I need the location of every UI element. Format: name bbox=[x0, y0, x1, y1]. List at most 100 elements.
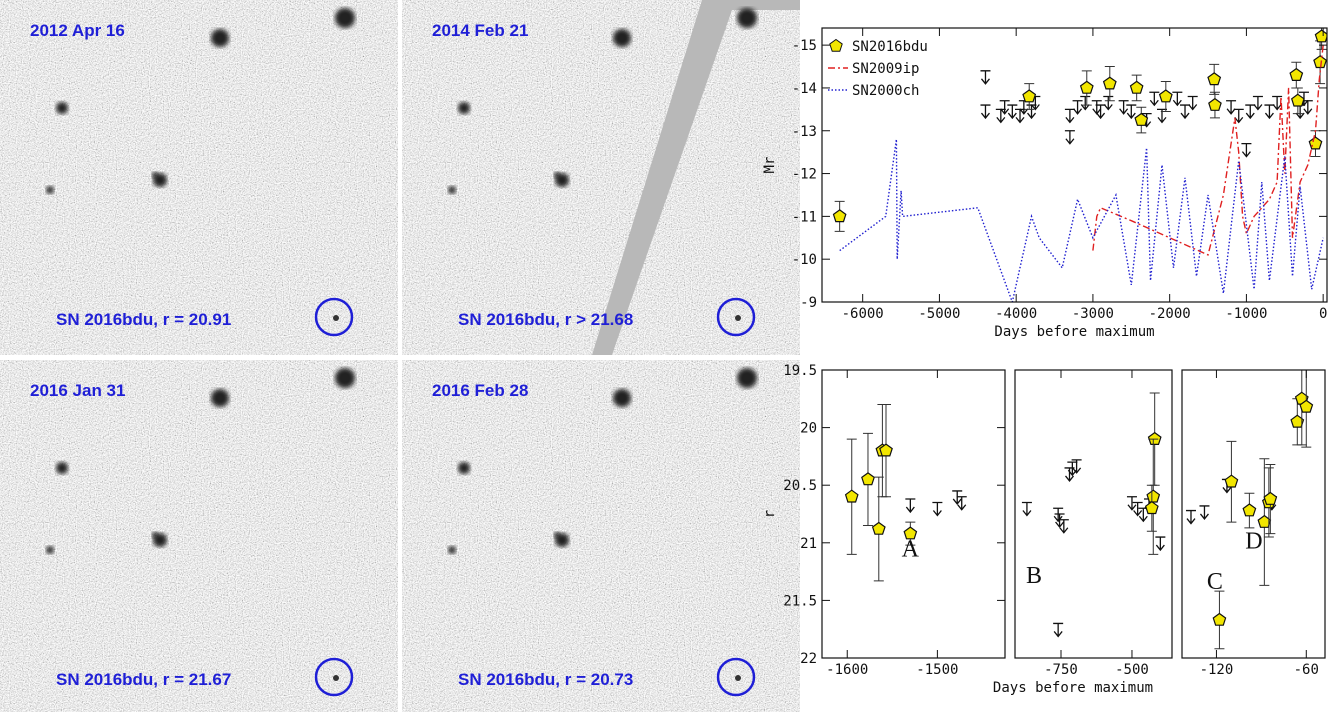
data-point bbox=[1308, 136, 1323, 150]
star bbox=[56, 102, 68, 114]
y-axis-label: r bbox=[762, 510, 778, 518]
upper-limit bbox=[1180, 104, 1191, 120]
data-point bbox=[1242, 503, 1257, 517]
legend-label: SN2009ip bbox=[852, 61, 919, 77]
star bbox=[554, 532, 560, 538]
data-point bbox=[1289, 67, 1304, 82]
legend-label: SN2000ch bbox=[852, 83, 919, 99]
data-point bbox=[1146, 489, 1161, 503]
legend-bg bbox=[850, 37, 930, 55]
star bbox=[737, 8, 757, 28]
upper-limit bbox=[999, 100, 1010, 115]
image-panel: 2014 Feb 21 SN 2016bdu, r > 21.68 bbox=[402, 0, 800, 355]
upper-limit bbox=[1226, 100, 1237, 115]
target-marker bbox=[716, 297, 756, 337]
panel-annotation: B bbox=[1026, 563, 1042, 589]
data-point bbox=[1224, 474, 1239, 488]
data-point bbox=[1144, 500, 1159, 515]
upper-limit bbox=[1295, 104, 1306, 120]
upper-limit bbox=[905, 498, 916, 514]
x-tick-label: -3000 bbox=[1072, 306, 1114, 322]
image-date: 2016 Jan 31 bbox=[30, 381, 125, 400]
noise-background bbox=[0, 360, 398, 712]
frame bbox=[1181, 369, 1326, 659]
star bbox=[458, 462, 470, 474]
image-panel: 2012 Apr 16 SN 2016bdu, r = 20.91 bbox=[0, 0, 398, 355]
image-date: 2012 Apr 16 bbox=[30, 21, 125, 40]
y-tick-label: 19.5 bbox=[783, 363, 817, 379]
x-tick-label: -120 bbox=[1200, 662, 1234, 678]
noise-background bbox=[402, 0, 800, 355]
upper-limit bbox=[1054, 513, 1065, 529]
image-date: 2014 Feb 21 bbox=[432, 21, 528, 40]
star bbox=[46, 546, 54, 554]
y-tick-label: -10 bbox=[792, 252, 817, 268]
image-panel: 2016 Jan 31 SN 2016bdu, r = 21.67 bbox=[0, 360, 398, 712]
upper-limit bbox=[1103, 95, 1114, 111]
star bbox=[335, 368, 355, 388]
y-tick-label: -9 bbox=[800, 295, 817, 311]
plot-area bbox=[1185, 370, 1314, 650]
star bbox=[448, 186, 456, 194]
data-point bbox=[1022, 89, 1037, 103]
data-point bbox=[1147, 431, 1162, 445]
y-tick-label: 20.5 bbox=[783, 478, 817, 494]
upper-limit bbox=[1007, 104, 1018, 120]
panel-annotation: D bbox=[1245, 529, 1262, 555]
y-tick-label: -15 bbox=[792, 38, 817, 54]
x-axis-label: Days before maximum bbox=[993, 680, 1153, 696]
x-axis-label: Days before maximum bbox=[994, 324, 1154, 340]
chart: -6000 -5000 -4000 -3000 -2000 -1000 0 -15 -14 -13… bbox=[762, 27, 1328, 340]
frame bbox=[821, 369, 1006, 659]
target-source bbox=[735, 675, 741, 681]
x-tick-label: -750 bbox=[1044, 662, 1078, 678]
data-point bbox=[1158, 89, 1173, 103]
upper-limit bbox=[980, 70, 991, 85]
data-point bbox=[1257, 514, 1272, 528]
upper-limit bbox=[1064, 130, 1075, 145]
x-tick-label: 0 bbox=[1319, 306, 1327, 322]
target-source bbox=[333, 675, 339, 681]
frame bbox=[1014, 369, 1173, 659]
upper-limit bbox=[1053, 622, 1064, 638]
y-tick-label: -11 bbox=[792, 209, 817, 225]
data-point bbox=[1299, 399, 1314, 413]
x-tick-label: -1500 bbox=[916, 662, 958, 678]
upper-limit bbox=[980, 104, 991, 120]
image-caption: SN 2016bdu, r > 21.68 bbox=[458, 310, 633, 329]
chart: -750 -500 B bbox=[1014, 369, 1173, 678]
upper-limit bbox=[1132, 501, 1143, 517]
plot-area bbox=[1021, 392, 1166, 638]
chart: -1600 -1500 19.5 20 20.5 21 21.5 22 r Days before… bbox=[762, 363, 1153, 696]
star bbox=[613, 389, 631, 407]
upper-limit bbox=[1053, 507, 1064, 523]
data-point bbox=[1290, 93, 1305, 107]
target-marker bbox=[314, 297, 354, 337]
upper-limit bbox=[1187, 95, 1198, 111]
image-grid: 2012 Apr 16 SN 2016bdu, r = 20.91 2014 Feb… bbox=[0, 0, 800, 712]
upper-limit bbox=[1233, 108, 1244, 124]
plot-area bbox=[832, 28, 1327, 302]
star bbox=[211, 389, 229, 407]
legend-label: SN2016bdu bbox=[852, 39, 928, 55]
data-point bbox=[861, 472, 875, 486]
upper-limit bbox=[1199, 505, 1210, 520]
y-tick-label: -12 bbox=[792, 167, 817, 183]
y-tick-label: -14 bbox=[792, 81, 817, 97]
data-point bbox=[832, 209, 847, 223]
upper-limit bbox=[1126, 496, 1137, 511]
x-tick-label: -500 bbox=[1115, 662, 1149, 678]
upper-limit bbox=[1118, 100, 1129, 115]
data-point bbox=[1102, 76, 1117, 90]
upper-limit bbox=[1264, 104, 1275, 120]
upper-limit bbox=[1126, 104, 1137, 120]
noise-background bbox=[402, 360, 800, 712]
upper-limit bbox=[1172, 91, 1183, 107]
data-point bbox=[1129, 80, 1144, 94]
data-point bbox=[1207, 72, 1222, 86]
x-tick-label: -6000 bbox=[842, 306, 884, 322]
image-date: 2016 Feb 28 bbox=[432, 381, 528, 400]
y-tick-label: -13 bbox=[792, 124, 817, 140]
star bbox=[56, 462, 68, 474]
